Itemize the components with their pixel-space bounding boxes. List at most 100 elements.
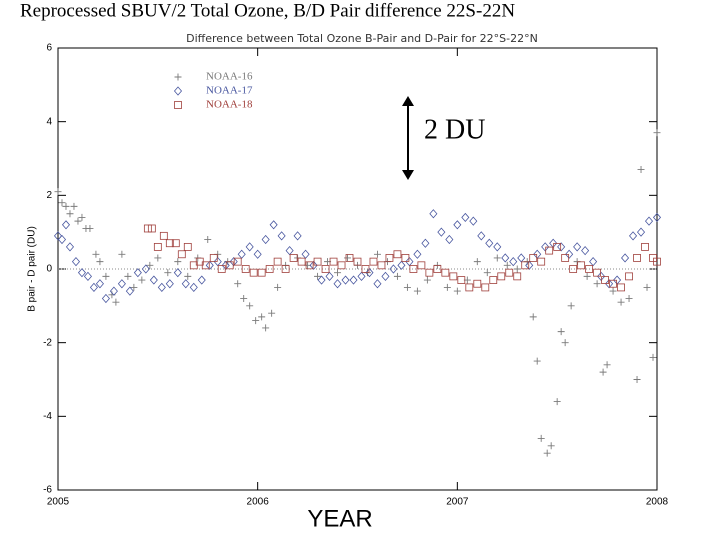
point: [321, 265, 330, 273]
point: [317, 275, 326, 285]
point: [261, 234, 270, 245]
point: [445, 234, 454, 245]
point: [593, 280, 601, 288]
y-tick-label: -2: [43, 337, 52, 348]
point: [443, 283, 451, 291]
point: [54, 188, 62, 196]
point: [112, 298, 120, 306]
point: [257, 268, 266, 277]
point: [334, 269, 342, 277]
point: [393, 272, 401, 280]
point: [153, 242, 162, 251]
point: [441, 268, 450, 277]
point: [58, 199, 66, 207]
point: [409, 265, 418, 273]
point: [277, 231, 286, 241]
point: [77, 268, 86, 278]
point: [177, 250, 186, 259]
point: [625, 272, 633, 281]
point: [547, 442, 555, 450]
point: [165, 279, 174, 289]
point: [529, 313, 537, 321]
point: [240, 294, 248, 302]
page-title: Reprocessed SBUV/2 Total Ozone, B/D Pair…: [20, 0, 515, 21]
point: [581, 245, 590, 256]
point: [95, 279, 104, 289]
point: [96, 258, 104, 266]
point: [253, 249, 262, 259]
point: [521, 261, 530, 270]
x-tick-label: 2008: [646, 497, 669, 508]
point: [62, 202, 70, 210]
point: [549, 238, 558, 248]
point: [61, 220, 71, 230]
point: [553, 398, 561, 406]
point: [453, 287, 461, 295]
point: [237, 249, 246, 259]
point: [274, 283, 282, 291]
point: [381, 271, 390, 281]
point: [349, 275, 358, 285]
point: [369, 257, 378, 266]
point: [597, 271, 606, 281]
point: [341, 275, 350, 285]
point: [353, 257, 362, 266]
point: [433, 265, 442, 273]
point: [636, 227, 646, 237]
point: [74, 217, 82, 225]
point: [269, 220, 278, 230]
point: [621, 253, 630, 263]
legend-marker: [174, 73, 182, 81]
point: [365, 268, 374, 278]
point: [313, 257, 322, 266]
point: [165, 239, 174, 248]
point: [71, 257, 81, 267]
point: [373, 250, 381, 258]
point: [171, 239, 180, 248]
point: [301, 249, 310, 259]
point: [146, 261, 154, 269]
point: [174, 258, 182, 266]
point: [189, 282, 198, 293]
point: [533, 357, 541, 365]
point: [92, 250, 100, 258]
point: [473, 258, 481, 266]
point: [599, 368, 607, 376]
point: [457, 276, 466, 284]
y-tick-label: 0: [46, 264, 52, 275]
point: [553, 242, 562, 251]
point: [154, 254, 162, 262]
point: [477, 231, 486, 241]
point: [483, 269, 491, 277]
point: [625, 294, 633, 302]
point: [481, 283, 490, 292]
x-tick-label: 2005: [47, 497, 70, 508]
point: [333, 279, 342, 289]
point: [605, 279, 614, 289]
point: [413, 249, 422, 259]
point: [173, 268, 182, 278]
point: [517, 253, 526, 263]
point: [652, 212, 662, 223]
point: [345, 254, 354, 262]
point: [53, 231, 63, 241]
point: [130, 283, 138, 291]
y-tick-label: 6: [46, 43, 52, 54]
point: [437, 227, 446, 237]
point: [543, 449, 551, 457]
point: [357, 271, 366, 281]
point: [617, 283, 625, 292]
legend-label: NOAA-17: [206, 85, 253, 97]
point: [293, 231, 302, 241]
point: [485, 238, 494, 248]
point: [557, 328, 565, 336]
point: [561, 339, 569, 347]
point: [289, 254, 298, 262]
point: [589, 257, 598, 267]
point: [653, 257, 661, 266]
point: [234, 280, 242, 288]
point: [649, 353, 657, 361]
y-tick-label: -4: [43, 411, 52, 422]
point: [233, 257, 242, 266]
